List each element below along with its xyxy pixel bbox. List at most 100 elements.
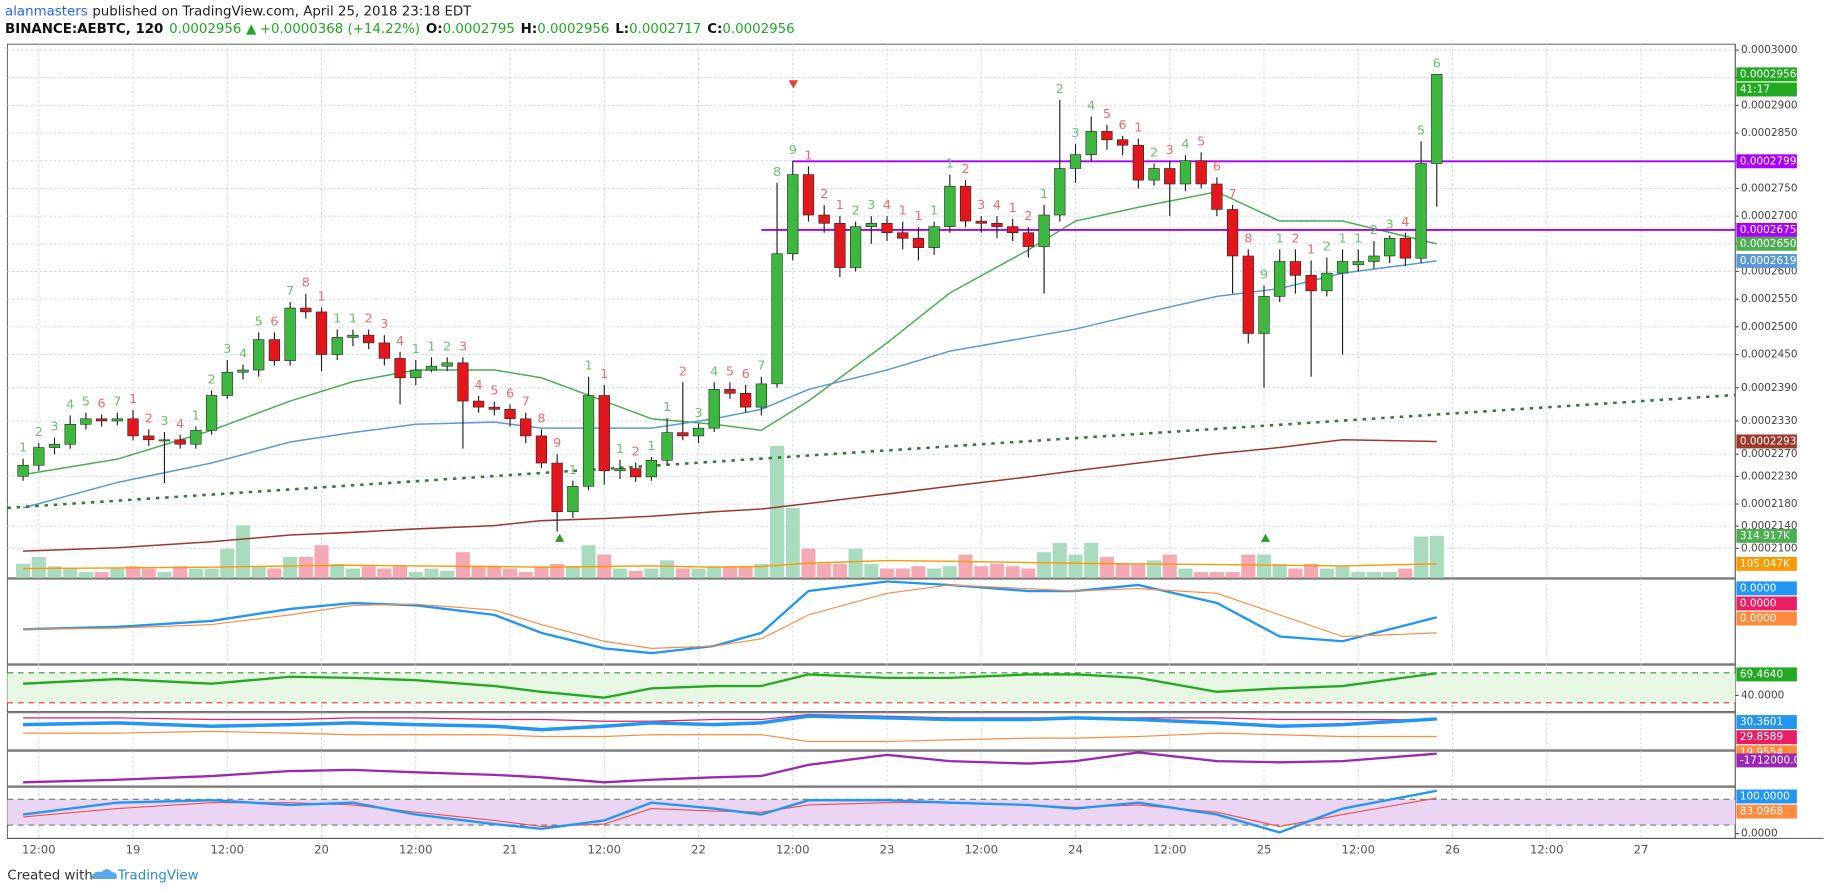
td-label: 5 bbox=[726, 364, 734, 379]
td-label: 3 bbox=[50, 420, 58, 435]
volume-bar bbox=[455, 552, 470, 578]
candle-body bbox=[394, 358, 406, 379]
volume-bar bbox=[392, 566, 408, 578]
indicator-tag-box bbox=[1736, 667, 1797, 682]
volume-bar bbox=[644, 568, 659, 578]
candle-body bbox=[80, 418, 92, 425]
candle-body bbox=[1164, 168, 1176, 185]
volume-bar bbox=[424, 568, 439, 578]
x-tick-label: 19 bbox=[126, 842, 141, 856]
td-label: 1 bbox=[616, 442, 624, 457]
td-label: 6 bbox=[742, 367, 750, 382]
indicator-tag: 69.4640 bbox=[1740, 668, 1783, 680]
level-tag: 0.0002799 bbox=[1740, 155, 1797, 167]
td-label: 3 bbox=[1386, 218, 1394, 233]
x-tick-label: 12:00 bbox=[1153, 842, 1186, 856]
td-label: 1 bbox=[930, 204, 938, 219]
ma-tag-box bbox=[1736, 253, 1797, 268]
candle-body bbox=[253, 339, 265, 371]
candle-body bbox=[677, 432, 689, 437]
td-label: 2 bbox=[1323, 240, 1331, 255]
volume-bar bbox=[722, 566, 738, 578]
volume-bar bbox=[204, 568, 219, 578]
td-label: 4 bbox=[66, 397, 74, 412]
candle-body bbox=[158, 439, 171, 442]
volume-bar bbox=[251, 566, 266, 578]
ma-tag-box bbox=[1736, 236, 1797, 251]
volume-bar bbox=[1304, 563, 1319, 578]
volume-bar bbox=[989, 563, 1005, 578]
candle-body bbox=[912, 237, 925, 248]
indicator-line bbox=[23, 714, 1437, 732]
x-tick-label: 12:00 bbox=[965, 842, 998, 856]
volume-bar bbox=[738, 566, 753, 578]
symbol: BINANCE:AEBTC, 120 bbox=[5, 22, 163, 37]
up-arrow: ▲ bbox=[246, 22, 257, 37]
candle-body bbox=[1148, 168, 1160, 181]
td-label: 2 bbox=[145, 411, 153, 426]
td-label: 2 bbox=[679, 364, 687, 379]
volume-bar bbox=[1398, 568, 1413, 578]
candle-body bbox=[127, 418, 139, 437]
open-value: 0.0002795 bbox=[443, 22, 515, 37]
y-tick-label: 0.0000 bbox=[1741, 828, 1778, 840]
countdown-tag-box bbox=[1736, 82, 1797, 97]
candle-body bbox=[1195, 160, 1207, 185]
td-label: 2 bbox=[443, 339, 451, 354]
candle-body bbox=[143, 435, 155, 441]
candle-body bbox=[410, 369, 422, 379]
td-label: 1 bbox=[836, 198, 844, 213]
level-tag-box bbox=[1736, 222, 1797, 237]
volume-bar bbox=[502, 568, 518, 578]
td-label: 1 bbox=[412, 342, 420, 357]
td-label: 1 bbox=[1338, 231, 1346, 246]
candle-body bbox=[64, 424, 76, 445]
candle-body bbox=[1352, 261, 1364, 266]
volume-bar bbox=[141, 568, 156, 578]
candle-body bbox=[991, 223, 1003, 227]
volume-bar bbox=[157, 572, 172, 578]
volume-bar bbox=[1382, 572, 1397, 578]
volume-bar bbox=[1068, 554, 1083, 578]
td-label: 9 bbox=[1260, 267, 1268, 282]
volume-bar bbox=[1272, 563, 1287, 578]
volume-bar bbox=[832, 563, 847, 578]
candle-body bbox=[1384, 237, 1396, 257]
volume-bar bbox=[16, 563, 31, 578]
candle-body bbox=[1368, 255, 1380, 262]
td-label: 2 bbox=[35, 425, 43, 440]
candle-body bbox=[1242, 255, 1254, 334]
y-tick-label: 0.0002180 bbox=[1741, 498, 1798, 510]
candle-body bbox=[1022, 232, 1035, 247]
td-label: 5 bbox=[1103, 107, 1111, 122]
volume-bar bbox=[173, 566, 188, 578]
volume-ma bbox=[23, 559, 1437, 570]
x-tick-label: 12:00 bbox=[1530, 842, 1563, 856]
td-label: 4 bbox=[710, 364, 718, 379]
volume-bar bbox=[345, 568, 361, 578]
td-label: 4 bbox=[1181, 137, 1189, 152]
volume-bar bbox=[942, 566, 957, 578]
candle-body bbox=[802, 174, 815, 216]
td-label: 1 bbox=[1134, 121, 1142, 136]
footer-brand[interactable]: TradingView bbox=[117, 869, 199, 884]
td-label: 5 bbox=[82, 395, 90, 410]
x-tick-label: 12:00 bbox=[588, 842, 621, 856]
volume-bar bbox=[1366, 572, 1382, 578]
volume-bar bbox=[1037, 552, 1052, 578]
td-label: 5 bbox=[255, 314, 263, 329]
volume-bar bbox=[707, 566, 722, 578]
candle-body bbox=[614, 468, 626, 472]
td-label: 4 bbox=[475, 378, 483, 393]
volume-bar bbox=[660, 560, 675, 578]
volume-bar bbox=[1288, 568, 1303, 578]
ma-tag: 0.0002293 bbox=[1740, 435, 1797, 447]
volume-bar bbox=[471, 566, 486, 578]
ma-tag: 0.0002619 bbox=[1740, 255, 1797, 267]
x-tick-label: 20 bbox=[314, 842, 329, 856]
candle-body bbox=[1399, 237, 1412, 259]
candle-body bbox=[740, 392, 752, 408]
indicator-tag: 100.0000 bbox=[1740, 790, 1790, 802]
volume-bar bbox=[1429, 535, 1444, 578]
